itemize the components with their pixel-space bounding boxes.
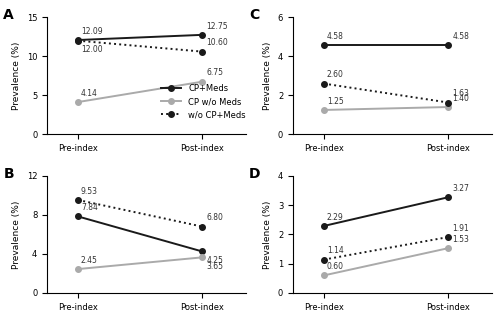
Text: 1.91: 1.91	[452, 224, 469, 233]
Text: 4.14: 4.14	[81, 89, 98, 98]
Text: 12.00: 12.00	[81, 45, 102, 54]
Text: 0.60: 0.60	[326, 262, 344, 271]
Text: 4.58: 4.58	[452, 32, 469, 41]
Text: 10.60: 10.60	[206, 38, 229, 47]
Text: C: C	[249, 8, 260, 22]
Text: 2.60: 2.60	[326, 70, 344, 79]
Text: 7.84: 7.84	[81, 203, 98, 212]
Text: 1.63: 1.63	[452, 89, 469, 98]
Text: 6.80: 6.80	[206, 213, 224, 222]
Text: 12.09: 12.09	[81, 27, 102, 36]
Text: 2.29: 2.29	[326, 213, 344, 222]
Text: 3.65: 3.65	[206, 261, 224, 270]
Text: 1.14: 1.14	[326, 246, 344, 255]
Text: 4.58: 4.58	[326, 32, 344, 41]
Text: 6.75: 6.75	[206, 68, 224, 77]
Text: A: A	[4, 8, 14, 22]
Text: 1.53: 1.53	[452, 235, 469, 244]
Legend: CP+Meds, CP w/o Meds, w/o CP+Meds: CP+Meds, CP w/o Meds, w/o CP+Meds	[160, 84, 246, 119]
Y-axis label: Prevalence (%): Prevalence (%)	[264, 200, 272, 268]
Text: 2.45: 2.45	[81, 256, 98, 265]
Text: 4.25: 4.25	[206, 256, 224, 265]
Text: B: B	[4, 166, 14, 180]
Y-axis label: Prevalence (%): Prevalence (%)	[12, 42, 22, 110]
Text: 1.40: 1.40	[452, 94, 469, 103]
Y-axis label: Prevalence (%): Prevalence (%)	[12, 200, 22, 268]
Text: 12.75: 12.75	[206, 22, 228, 31]
Y-axis label: Prevalence (%): Prevalence (%)	[264, 42, 272, 110]
Text: 9.53: 9.53	[81, 187, 98, 196]
Text: D: D	[249, 166, 260, 180]
Text: 1.25: 1.25	[326, 97, 344, 106]
Text: 3.27: 3.27	[452, 184, 469, 193]
